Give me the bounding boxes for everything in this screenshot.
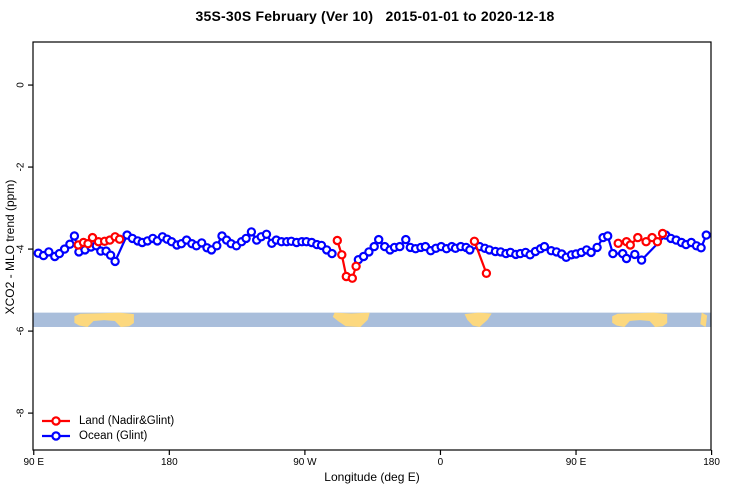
x-axis-label: Longitude (deg E) <box>324 470 420 484</box>
data-point <box>369 241 379 252</box>
x-tick-label: 180 <box>703 457 720 468</box>
data-point <box>110 256 120 267</box>
data-point <box>465 245 475 255</box>
legend-item: Ocean (Glint) <box>41 428 174 443</box>
data-point <box>364 247 374 257</box>
data-point <box>69 231 80 241</box>
data-point <box>469 236 480 246</box>
legend-label: Ocean (Glint) <box>79 429 148 442</box>
data-point <box>613 238 623 248</box>
y-tick-label: -2 <box>15 162 27 172</box>
y-tick-label: 0 <box>15 82 27 88</box>
data-point <box>374 234 384 245</box>
legend: Land (Nadir&Glint) Ocean (Glint) <box>41 413 174 443</box>
data-point <box>652 236 663 247</box>
map-band-ocean <box>33 312 711 327</box>
x-tick-label: 180 <box>160 457 178 468</box>
chart-title: 35S-30S February (Ver 10) 2015-01-01 to … <box>195 8 555 24</box>
data-point <box>212 241 222 251</box>
data-point <box>641 236 651 247</box>
data-point <box>347 273 357 283</box>
data-point <box>87 232 98 243</box>
x-tick-label: 90 W <box>293 457 317 468</box>
data-point <box>696 243 706 253</box>
data-point <box>621 253 632 264</box>
map-band-land-australia-repeat <box>612 312 668 327</box>
plot-border <box>32 41 712 451</box>
data-point <box>332 235 342 246</box>
legend-label: Land (Nadir&Glint) <box>79 414 175 427</box>
x-tick-label: 90 E <box>565 457 587 468</box>
series-line <box>473 240 488 274</box>
data-point <box>114 234 125 244</box>
data-point <box>657 228 668 239</box>
data-point <box>630 249 640 260</box>
legend-marker-icon <box>42 415 70 426</box>
data-point <box>592 242 602 253</box>
data-point <box>351 261 361 271</box>
data-point <box>261 229 272 239</box>
data-point <box>327 248 337 259</box>
map-band-land-south-america <box>332 312 370 327</box>
data-point <box>83 238 93 249</box>
data-point <box>636 255 647 265</box>
data-point <box>105 250 116 260</box>
data-point <box>701 230 712 240</box>
y-tick-label: -4 <box>15 244 27 254</box>
data-point <box>539 241 550 252</box>
data-point <box>586 247 596 258</box>
map-band-land-southern-africa <box>464 312 492 327</box>
data-point <box>241 233 251 244</box>
x-tick-label: 0 <box>437 457 444 468</box>
data-point <box>633 232 643 243</box>
map-band-land-australia <box>74 312 134 327</box>
data-point <box>44 247 54 257</box>
legend-item: Land (Nadir&Glint) <box>41 413 174 428</box>
data-point <box>625 240 636 250</box>
data-point <box>395 241 405 252</box>
data-point <box>401 234 411 245</box>
data-point <box>65 239 75 249</box>
data-point <box>608 248 618 259</box>
data-point <box>246 227 257 237</box>
map-band-land-new-zealand <box>700 312 708 327</box>
data-point <box>603 231 613 241</box>
x-tick-label: 90 E <box>23 457 45 468</box>
y-tick-label: -6 <box>15 326 27 336</box>
y-tick-label: -8 <box>15 408 27 418</box>
data-point <box>337 250 347 260</box>
data-point <box>481 268 492 278</box>
legend-marker-icon <box>42 430 70 441</box>
